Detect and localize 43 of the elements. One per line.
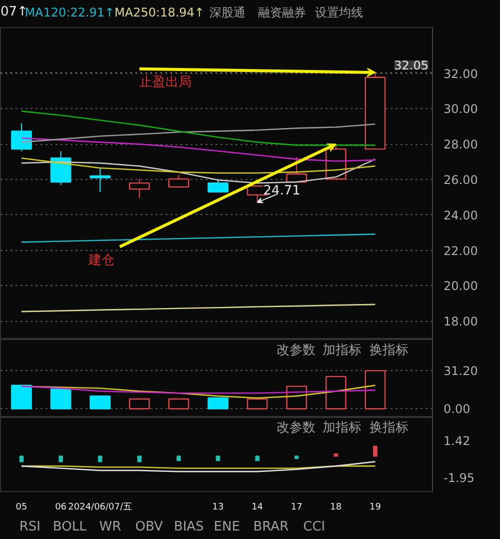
y-tick-label: 1.42 xyxy=(444,434,470,448)
text: BIAS xyxy=(174,520,204,534)
y-tick-label: 22.00 xyxy=(444,244,478,258)
x-tick-label: 2024/06/07/五 xyxy=(68,502,132,512)
y-tick-label: 32.00 xyxy=(444,66,478,81)
x-tick-label: 13 xyxy=(212,502,224,512)
text: 深股通 xyxy=(210,6,246,20)
text: ENE xyxy=(214,520,240,534)
y-tick-label: -1.95 xyxy=(444,471,475,486)
x-tick-label: 06 xyxy=(55,502,67,512)
text: RSI xyxy=(19,520,40,534)
y-tick-label: 0.00 xyxy=(444,402,470,416)
y-tick-label: 20.00 xyxy=(444,279,478,294)
text: BRAR xyxy=(253,520,289,534)
y-tick-label: 24.00 xyxy=(444,208,478,222)
text: WR xyxy=(99,520,122,534)
annotation: 24.71 xyxy=(263,183,300,198)
text: 融资融券 xyxy=(258,6,306,20)
y-tick-label: 31.20 xyxy=(444,364,478,378)
annotation: 改参数 xyxy=(276,342,316,358)
text: 设置均线 xyxy=(314,6,363,20)
text: OBV xyxy=(135,520,164,534)
annotation: 改参数 xyxy=(276,420,316,436)
x-tick-label: 18 xyxy=(330,502,342,512)
x-tick-label: 05 xyxy=(16,502,28,512)
text: BOLL xyxy=(52,520,88,534)
x-tick-label: 17 xyxy=(290,502,302,512)
annotation: 建仓 xyxy=(87,253,114,268)
y-tick-label: 18.00 xyxy=(444,314,478,329)
y-tick-label: 30.00 xyxy=(444,102,478,116)
annotation: 加指标 xyxy=(322,342,362,358)
text: MA120:22.91↑ xyxy=(24,6,115,20)
annotation: 止盈出局 xyxy=(139,75,192,90)
y-tick-label: 28.00 xyxy=(444,138,478,152)
annotation: 换指标 xyxy=(370,342,408,358)
x-tick-label: 19 xyxy=(369,502,382,512)
y-tick-label: 26.00 xyxy=(444,173,478,188)
ref-line-label: 32.05 xyxy=(394,58,429,72)
text: MA250:18.94↑ xyxy=(114,6,204,20)
annotation: 加指标 xyxy=(322,420,362,436)
text: CCI xyxy=(303,520,326,534)
x-tick-label: 14 xyxy=(252,502,264,512)
annotation: 换指标 xyxy=(370,420,408,436)
